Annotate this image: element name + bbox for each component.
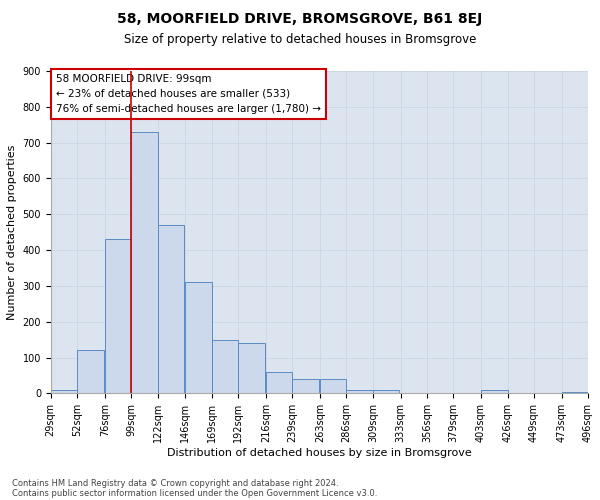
Bar — [131, 132, 158, 394]
Bar — [105, 240, 131, 394]
Text: Contains HM Land Registry data © Crown copyright and database right 2024.: Contains HM Land Registry data © Crown c… — [12, 478, 338, 488]
Text: Contains public sector information licensed under the Open Government Licence v3: Contains public sector information licen… — [12, 488, 377, 498]
Bar — [158, 225, 184, 394]
Bar — [238, 343, 265, 394]
Bar — [562, 392, 588, 394]
Bar — [77, 350, 104, 394]
Bar — [212, 340, 238, 394]
Y-axis label: Number of detached properties: Number of detached properties — [7, 144, 17, 320]
Text: 58 MOORFIELD DRIVE: 99sqm
← 23% of detached houses are smaller (533)
76% of semi: 58 MOORFIELD DRIVE: 99sqm ← 23% of detac… — [56, 74, 321, 114]
X-axis label: Distribution of detached houses by size in Bromsgrove: Distribution of detached houses by size … — [167, 448, 472, 458]
Text: 58, MOORFIELD DRIVE, BROMSGROVE, B61 8EJ: 58, MOORFIELD DRIVE, BROMSGROVE, B61 8EJ — [118, 12, 482, 26]
Bar — [346, 390, 373, 394]
Bar — [51, 390, 77, 394]
Bar — [266, 372, 292, 394]
Text: Size of property relative to detached houses in Bromsgrove: Size of property relative to detached ho… — [124, 32, 476, 46]
Bar — [373, 390, 400, 394]
Bar — [481, 390, 508, 394]
Bar — [185, 282, 212, 394]
Bar — [320, 379, 346, 394]
Bar — [292, 379, 319, 394]
